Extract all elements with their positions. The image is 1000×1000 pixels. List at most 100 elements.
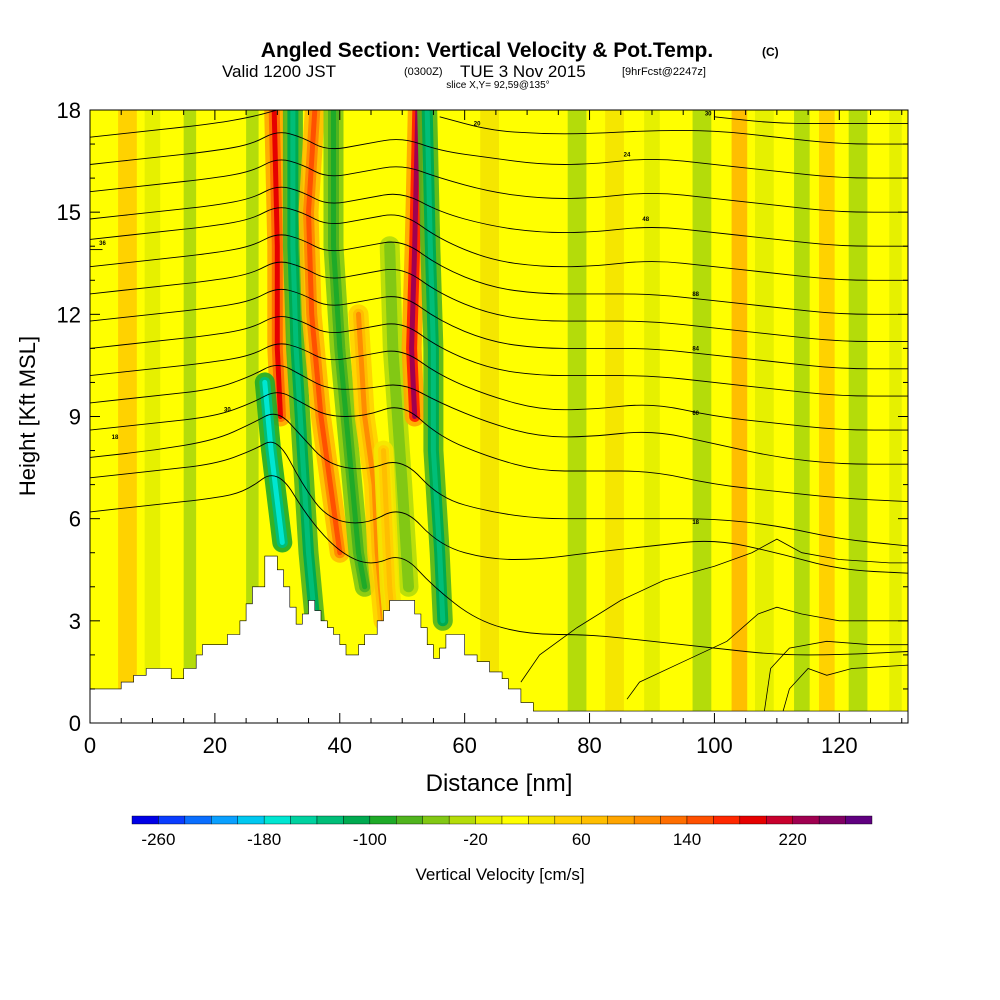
subtitle-valid: Valid 1200 JST [222, 62, 336, 81]
updraft-column-5 [567, 110, 587, 723]
velocity-band-core-7 [409, 110, 421, 419]
theta-contour-17 [714, 116, 908, 125]
subtitle-fcst: [9hrFcst@2247z] [622, 66, 706, 78]
colorbar-tick-label-5: 140 [673, 830, 701, 849]
colorbar-swatch-7 [316, 815, 344, 825]
contour-label-11: 48 [642, 217, 649, 223]
chart-title-unit: (C) [762, 45, 779, 59]
contour-label-16: 36 [99, 241, 106, 247]
x-tick-label-2: 40 [328, 733, 352, 758]
colorbar-swatch-0 [131, 815, 159, 825]
updraft-column-2 [183, 110, 197, 723]
colorbar-swatch-19 [633, 815, 661, 825]
y-tick-label-0: 0 [69, 711, 81, 736]
colorbar-tick-label-3: -20 [463, 830, 488, 849]
x-tick-label-6: 120 [821, 733, 858, 758]
theta-contour-6 [90, 316, 908, 397]
contour-label-2: 18 [112, 435, 119, 441]
colorbar-swatch-16 [554, 815, 582, 825]
warm-column-4 [819, 110, 835, 723]
x-tick-label-3: 60 [452, 733, 476, 758]
theta-contour-13 [90, 132, 908, 179]
updraft-column-0 [102, 110, 115, 723]
colorbar-swatch-26 [818, 815, 846, 825]
chart-subtitle: Valid 1200 JST (0300Z) TUE 3 Nov 2015 [9… [222, 62, 706, 81]
updraft-column-3 [221, 110, 234, 723]
colorbar-swatch-3 [211, 815, 238, 825]
y-tick-label-1: 3 [69, 609, 81, 634]
colorbar-swatch-5 [263, 815, 291, 825]
warm-column-3 [731, 110, 748, 723]
theta-contour-1 [90, 441, 908, 574]
updraft-column-4 [246, 110, 259, 723]
contour-label-3: 30 [224, 408, 231, 414]
colorbar-swatch-14 [501, 815, 529, 825]
velocity-band-core-2 [290, 110, 318, 624]
theta-contour-0 [90, 475, 908, 656]
chart-title: Angled Section: Vertical Velocity & Pot.… [261, 39, 713, 62]
colorbar-swatch-23 [739, 815, 767, 825]
colorbar-swatch-11 [422, 815, 450, 825]
colorbar-swatch-13 [475, 815, 503, 825]
updraft-column-8 [755, 110, 774, 723]
colorbar-swatch-4 [237, 815, 265, 825]
updraft-column-9 [794, 110, 810, 723]
colorbar-tick-label-4: 60 [572, 830, 591, 849]
colorbar-swatch-15 [528, 815, 556, 825]
colorbar-swatch-6 [290, 815, 318, 825]
y-tick-label-2: 6 [69, 507, 81, 532]
colorbar-swatch-20 [660, 815, 688, 825]
contour-label-5: 60 [692, 411, 699, 417]
warm-column-0 [118, 110, 137, 723]
colorbar-swatch-17 [581, 815, 608, 825]
colorbar-swatch-21 [686, 815, 714, 825]
terrain-contour-3 [782, 664, 908, 712]
slice-label: slice X,Y= 92,59@135° [446, 80, 549, 91]
colorbar: -260 -180 -100 -20 60 140 220 [131, 815, 873, 849]
colorbar-swatch-2 [184, 815, 212, 825]
colorbar-swatch-22 [713, 815, 741, 825]
colorbar-tick-label-6: 220 [779, 830, 807, 849]
x-tick-label-4: 80 [577, 733, 601, 758]
contour-label-9: 88 [692, 292, 699, 298]
terrain-contour-0 [520, 538, 908, 683]
plot-area: 18 18 30 60 84 88 48 24 20 36 30 [90, 110, 908, 723]
x-axis-title: Distance [nm] [426, 770, 573, 797]
colorbar-swatch-12 [448, 815, 476, 825]
updraft-column-7 [692, 110, 712, 723]
x-tick-label-1: 20 [203, 733, 227, 758]
velocity-band-core-6 [387, 243, 411, 590]
colorbar-swatch-27 [845, 815, 873, 825]
potential-temperature-contours: 18 18 30 60 84 88 48 24 20 36 30 [90, 110, 908, 656]
colorbar-swatch-8 [343, 815, 371, 825]
velocity-band-core-3 [306, 110, 343, 556]
warm-column-1 [480, 110, 499, 723]
subtitle-date: TUE 3 Nov 2015 [460, 62, 586, 81]
theta-contour-10 [90, 207, 908, 281]
theta-contour-9 [90, 234, 908, 315]
terrain-contour-2 [764, 640, 908, 712]
y-tick-label-4: 12 [57, 302, 81, 327]
x-tick-label-0: 0 [84, 733, 96, 758]
colorbar-swatch-18 [607, 815, 635, 825]
contour-label-17: 30 [705, 111, 712, 117]
colorbar-title: Vertical Velocity [cm/s] [415, 865, 584, 884]
theta-contour-5 [90, 343, 908, 431]
theta-contour-4 [90, 364, 908, 465]
colorbar-swatch-1 [158, 815, 186, 825]
contour-label-13: 24 [624, 152, 631, 158]
updraft-column-10 [848, 110, 868, 723]
colorbar-swatch-25 [792, 815, 820, 825]
theta-contour-8 [90, 261, 908, 343]
y-axis-title: Height [Kft MSL] [15, 336, 40, 496]
subtitle-utc: (0300Z) [404, 66, 443, 78]
terrain-contour-1 [626, 606, 908, 700]
updraft-column-1 [144, 110, 161, 723]
colorbar-tick-label-1: -180 [247, 830, 281, 849]
theta-contour-12 [90, 159, 908, 213]
terrain-contours [520, 538, 908, 712]
theta-contour-7 [90, 288, 908, 370]
updraft-column-11 [889, 110, 902, 723]
